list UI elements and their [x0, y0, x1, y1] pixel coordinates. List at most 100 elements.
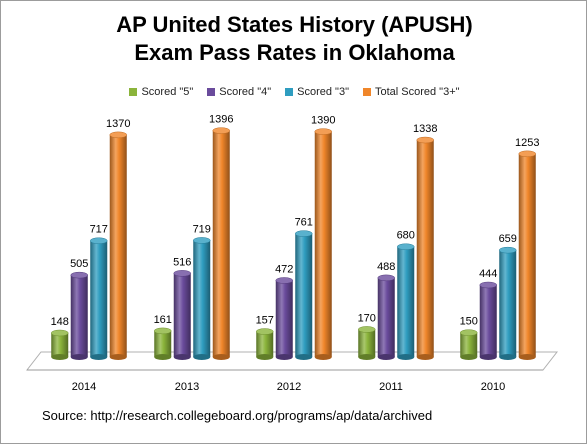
data-label-2011-series3: 680	[397, 230, 415, 242]
bar-cap-2010-series2	[479, 281, 497, 289]
source-note: Source: http://research.collegeboard.org…	[42, 408, 433, 423]
bar-cap-2010-series4	[518, 150, 536, 158]
bar-cap-2014-series1	[51, 329, 69, 337]
data-label-2012-series3: 761	[295, 217, 313, 229]
bar-base-2012-series3	[295, 354, 313, 360]
bar-2011-series3	[397, 246, 415, 357]
legend-item-score4: Scored "4"	[207, 86, 271, 98]
bar-2013-series1	[154, 330, 172, 357]
legend-item-score5: Scored "5"	[129, 86, 193, 98]
data-label-2011-series4: 1338	[413, 123, 437, 135]
bar-2014-series2	[70, 275, 88, 357]
bar-cap-2013-series1	[154, 327, 172, 335]
bar-cap-2012-series4	[314, 128, 332, 135]
data-label-2014-series3: 717	[90, 224, 108, 236]
bar-cap-2010-series3	[499, 246, 517, 254]
data-label-2013-series1: 161	[154, 314, 172, 326]
legend-swatch-score4	[207, 88, 216, 96]
bar-cap-2010-series1	[460, 329, 478, 336]
chart-title-line1: AP United States History (APUSH)	[116, 12, 473, 37]
bar-cap-2011-series4	[416, 136, 434, 144]
bar-2010-series4	[518, 153, 536, 357]
data-label-2012-series4: 1390	[311, 115, 335, 127]
bar-base-2010-series1	[460, 354, 478, 360]
data-label-2012-series2: 472	[275, 263, 293, 275]
x-tick-label-2011: 2011	[379, 381, 403, 393]
bar-2012-series1	[256, 331, 274, 357]
legend-label-total: Total Scored "3+"	[374, 86, 460, 98]
data-label-2011-series1: 170	[358, 312, 376, 324]
bar-base-2012-series1	[256, 354, 274, 360]
bar-base-2012-series4	[314, 354, 332, 360]
x-tick-label-2013: 2013	[175, 381, 199, 393]
legend-label-score4: Scored "4"	[219, 86, 272, 98]
data-label-2010-series2: 444	[479, 268, 497, 280]
x-tick-label-2014: 2014	[72, 381, 96, 393]
bar-2013-series3	[193, 240, 211, 357]
data-label-2014-series2: 505	[70, 258, 88, 270]
x-tick-label-2010: 2010	[481, 381, 505, 393]
bar-base-2010-series4	[518, 354, 536, 360]
data-label-2013-series3: 719	[193, 223, 211, 235]
bar-2012-series3	[295, 233, 313, 357]
bar-2013-series2	[173, 273, 191, 357]
x-tick-label-2012: 2012	[277, 381, 301, 393]
bar-cap-2014-series4	[109, 131, 127, 139]
bar-base-2014-series4	[109, 354, 127, 360]
legend-item-total: Total Scored "3+"	[362, 86, 460, 98]
bar-2014-series1	[51, 333, 69, 357]
bar-cap-2012-series1	[256, 328, 274, 335]
bar-base-2013-series4	[212, 354, 230, 360]
data-label-2013-series4: 1396	[209, 114, 233, 126]
data-label-2014-series4: 1370	[106, 118, 130, 130]
bar-base-2014-series1	[51, 354, 69, 360]
legend-item-score3: Scored "3"	[285, 86, 349, 98]
legend-swatch-score5	[129, 88, 138, 96]
bar-base-2013-series2	[173, 354, 191, 360]
bar-base-2014-series3	[90, 354, 108, 360]
data-label-2014-series1: 148	[51, 316, 69, 328]
bar-2014-series3	[90, 240, 108, 357]
chart-legend: Scored "5" Scored "4" Scored "3" Total S…	[1, 86, 587, 98]
bar-cap-2013-series4	[212, 127, 230, 134]
bar-2014-series4	[109, 134, 127, 357]
bar-cap-2012-series3	[295, 230, 313, 237]
legend-label-score3: Scored "3"	[297, 86, 349, 98]
data-label-2010-series4: 1253	[515, 137, 539, 149]
bar-cap-2011-series2	[377, 274, 395, 282]
bar-cap-2013-series3	[193, 237, 211, 244]
data-label-2011-series2: 488	[377, 261, 395, 273]
bar-base-2012-series2	[275, 354, 293, 360]
bar-cap-2011-series3	[397, 243, 415, 250]
bar-2012-series4	[314, 131, 332, 357]
bar-base-2011-series2	[377, 354, 395, 360]
bar-2012-series2	[275, 280, 293, 357]
data-label-2010-series3: 659	[499, 233, 517, 245]
bar-2011-series4	[416, 140, 434, 357]
bar-base-2011-series3	[397, 354, 415, 360]
bar-cap-2011-series1	[358, 326, 376, 333]
legend-swatch-total	[362, 88, 371, 96]
bar-base-2011-series1	[358, 354, 376, 360]
bar-cap-2013-series2	[173, 270, 191, 277]
bar-base-2013-series3	[193, 354, 211, 360]
bar-base-2010-series3	[499, 354, 517, 360]
bar-2010-series2	[479, 285, 497, 357]
bar-cap-2014-series3	[90, 237, 108, 244]
bar-2011-series2	[377, 277, 395, 357]
data-label-2013-series2: 516	[173, 256, 191, 268]
bar-cap-2012-series2	[275, 277, 293, 284]
chart-title-line2: Exam Pass Rates in Oklahoma	[134, 40, 455, 65]
legend-swatch-score3	[285, 88, 294, 96]
bar-base-2010-series2	[479, 354, 497, 360]
data-label-2010-series1: 150	[460, 316, 478, 328]
bar-base-2013-series1	[154, 354, 172, 360]
bar-2013-series4	[212, 130, 230, 357]
bar-2011-series1	[358, 329, 376, 357]
data-label-2012-series1: 157	[256, 315, 274, 327]
bar-cap-2014-series2	[70, 271, 88, 279]
bar-2010-series3	[499, 250, 517, 357]
bar-base-2011-series4	[416, 354, 434, 360]
